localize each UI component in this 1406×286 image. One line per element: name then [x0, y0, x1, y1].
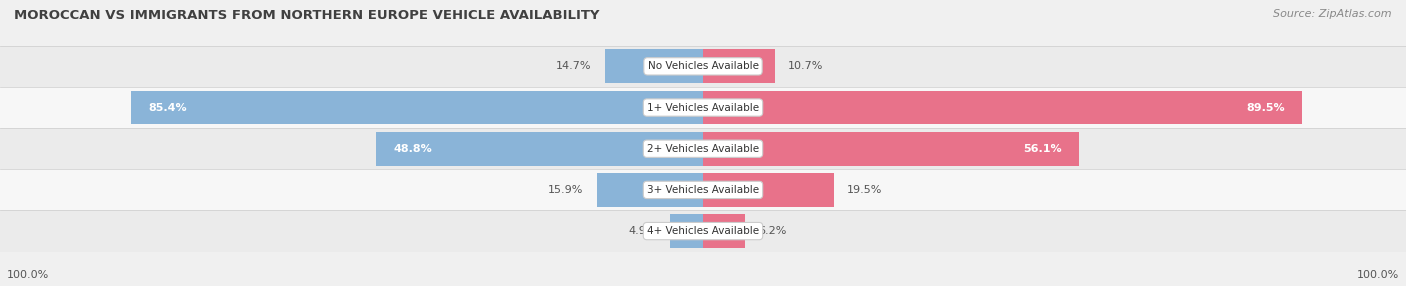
Bar	[377, 132, 703, 166]
Text: 1+ Vehicles Available: 1+ Vehicles Available	[647, 103, 759, 112]
Bar	[0, 128, 1406, 169]
Text: No Vehicles Available: No Vehicles Available	[648, 61, 758, 71]
Bar	[703, 91, 1302, 124]
Text: 100.0%: 100.0%	[1357, 270, 1399, 280]
Text: 3+ Vehicles Available: 3+ Vehicles Available	[647, 185, 759, 195]
Text: 6.2%: 6.2%	[758, 226, 786, 236]
Text: 2+ Vehicles Available: 2+ Vehicles Available	[647, 144, 759, 154]
Bar	[0, 169, 1406, 210]
Text: 10.7%: 10.7%	[787, 61, 824, 71]
Text: 4+ Vehicles Available: 4+ Vehicles Available	[647, 226, 759, 236]
Text: Source: ZipAtlas.com: Source: ZipAtlas.com	[1274, 9, 1392, 19]
Text: 19.5%: 19.5%	[846, 185, 883, 195]
Bar	[703, 49, 775, 83]
Bar	[703, 214, 745, 248]
Bar	[0, 210, 1406, 252]
Bar	[0, 46, 1406, 87]
Bar	[0, 87, 1406, 128]
Text: 48.8%: 48.8%	[394, 144, 432, 154]
Text: 15.9%: 15.9%	[548, 185, 583, 195]
Text: 14.7%: 14.7%	[555, 61, 591, 71]
Bar	[596, 173, 703, 207]
Text: 4.9%: 4.9%	[628, 226, 657, 236]
Text: 85.4%: 85.4%	[148, 103, 187, 112]
Bar	[703, 132, 1078, 166]
Text: MOROCCAN VS IMMIGRANTS FROM NORTHERN EUROPE VEHICLE AVAILABILITY: MOROCCAN VS IMMIGRANTS FROM NORTHERN EUR…	[14, 9, 599, 21]
Bar	[131, 91, 703, 124]
Text: 56.1%: 56.1%	[1024, 144, 1062, 154]
Bar	[703, 173, 834, 207]
Text: 89.5%: 89.5%	[1247, 103, 1285, 112]
Text: 100.0%: 100.0%	[7, 270, 49, 280]
Bar	[605, 49, 703, 83]
Bar	[671, 214, 703, 248]
